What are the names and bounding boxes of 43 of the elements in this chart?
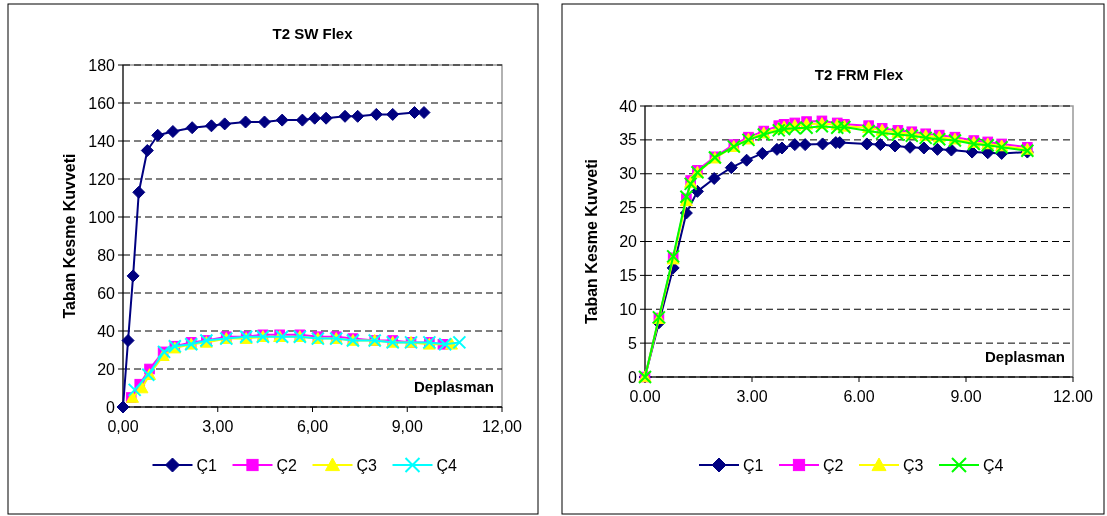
- y-tick-label: 10: [619, 300, 638, 318]
- legend-label: Ç3: [356, 456, 378, 474]
- legend-label: Ç1: [196, 456, 218, 474]
- y-tick-label: 120: [88, 170, 116, 188]
- y-tick-label: 20: [97, 360, 116, 378]
- legend-label: Ç2: [276, 456, 298, 474]
- x-axis-title: Deplasman: [984, 348, 1065, 365]
- y-tick-label: 15: [619, 266, 638, 284]
- y-axis-title: Taban Kesme Kuvveti: [61, 153, 78, 319]
- y-tick-label: 140: [88, 132, 116, 150]
- x-tick-label: 3.00: [736, 388, 768, 405]
- legend-label: Ç4: [983, 456, 1004, 474]
- y-tick-label: 20: [619, 233, 638, 251]
- x-tick-label: 12,00: [481, 418, 523, 435]
- y-tick-label: 60: [97, 284, 116, 302]
- y-tick-label: 40: [97, 322, 116, 340]
- x-tick-label: 9,00: [391, 418, 423, 435]
- y-tick-label: 160: [88, 94, 116, 112]
- y-tick-label: 25: [619, 199, 638, 217]
- x-tick-label: 6,00: [296, 418, 329, 435]
- x-tick-label: 12.00: [1052, 388, 1094, 405]
- y-axis-title: Taban Kesme Kuvveti: [583, 158, 600, 325]
- y-tick-label: 100: [88, 208, 116, 226]
- legend-label: Ç2: [823, 456, 844, 474]
- x-tick-label: 0.00: [629, 388, 661, 405]
- x-tick-label: 6.00: [843, 388, 875, 405]
- x-tick-label: 3,00: [202, 418, 234, 435]
- y-tick-label: 180: [88, 56, 116, 74]
- x-tick-label: 0,00: [107, 418, 139, 435]
- y-tick-label: 40: [619, 97, 638, 115]
- legend-label: Ç3: [903, 456, 924, 474]
- x-tick-label: 9.00: [950, 388, 982, 405]
- y-tick-label: 5: [628, 334, 638, 352]
- y-tick-label: 35: [619, 131, 638, 149]
- y-tick-label: 80: [97, 246, 116, 264]
- chart-title: T2 SW Flex: [272, 25, 354, 42]
- y-tick-label: 30: [619, 165, 638, 183]
- chart-title: T2 FRM Flex: [814, 66, 904, 83]
- y-tick-label: 0: [628, 368, 638, 386]
- x-axis-title: Deplasman: [413, 378, 494, 395]
- legend-label: Ç1: [743, 456, 764, 474]
- y-tick-label: 0: [106, 398, 116, 416]
- legend-label: Ç4: [436, 456, 458, 474]
